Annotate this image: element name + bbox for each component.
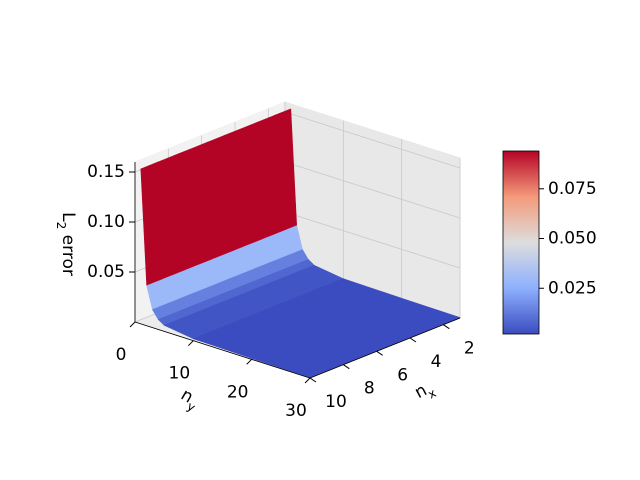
z-tick-label: 0.15: [87, 162, 125, 182]
y-tick: [187, 340, 194, 347]
x-tick: [309, 377, 317, 383]
x-tick: [376, 350, 383, 356]
x-tick-label: 8: [364, 379, 375, 399]
y-tick-label: 10: [169, 364, 191, 384]
grid-line: [284, 211, 461, 269]
colorbar-ticks: 0.025 0.050 0.075: [539, 179, 597, 298]
axis-line: [309, 317, 461, 379]
z-axis-label: L2 error: [55, 212, 79, 276]
colorbar: [502, 150, 540, 335]
surface: [140, 108, 461, 378]
z-axis-label-sub: 2: [55, 222, 69, 230]
x-axis-label: nx: [411, 377, 438, 406]
grid-line: [284, 111, 461, 169]
x-tick: [443, 324, 450, 330]
z-axis-label-rest: error: [58, 229, 78, 276]
y-tick-label: 30: [285, 401, 307, 421]
grid-line: [284, 161, 461, 219]
x-tick-label: 4: [431, 352, 442, 372]
x-tick: [343, 364, 350, 370]
colorbar-tick-label: 0.050: [548, 229, 597, 249]
z-tick-label: 0.10: [87, 212, 125, 232]
colorbar-tick-label: 0.025: [548, 278, 597, 298]
z-axis-label-text: L: [58, 212, 78, 222]
axis-line: [134, 321, 311, 379]
y-tick: [304, 377, 311, 384]
x-tick-label: 6: [397, 365, 408, 385]
y-tick-label: 20: [227, 382, 249, 402]
y-tick-label: 0: [116, 345, 127, 365]
x-tick: [409, 337, 417, 343]
z-tick-label: 0.05: [87, 262, 125, 282]
surface-patch: [250, 351, 328, 378]
colorbar-tick-label: 0.075: [548, 179, 597, 199]
y-axis-label: ny: [176, 385, 203, 414]
y-tick: [129, 321, 136, 328]
y-tick: [246, 358, 253, 365]
x-tick-label: 2: [464, 339, 475, 359]
x-tick-label: 10: [325, 392, 347, 412]
